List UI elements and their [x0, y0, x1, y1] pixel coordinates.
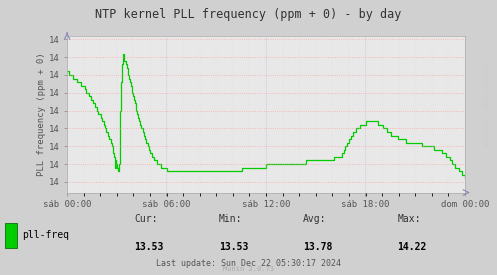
Text: Avg:: Avg:	[303, 214, 327, 224]
Y-axis label: PLL frequency (ppm + 0): PLL frequency (ppm + 0)	[37, 52, 46, 176]
Text: Cur:: Cur:	[134, 214, 158, 224]
Text: 14.22: 14.22	[398, 242, 427, 252]
Text: Min:: Min:	[219, 214, 242, 224]
Text: pll-freq: pll-freq	[22, 230, 70, 240]
Text: Munin 2.0.73: Munin 2.0.73	[223, 266, 274, 272]
Text: 13.78: 13.78	[303, 242, 332, 252]
Text: Max:: Max:	[398, 214, 421, 224]
Text: 13.53: 13.53	[134, 242, 164, 252]
Text: NTP kernel PLL frequency (ppm + 0) - by day: NTP kernel PLL frequency (ppm + 0) - by …	[95, 8, 402, 21]
Text: 13.53: 13.53	[219, 242, 248, 252]
Text: RRDTOOL / TOBI OETIKER: RRDTOOL / TOBI OETIKER	[485, 63, 490, 146]
Text: Last update: Sun Dec 22 05:30:17 2024: Last update: Sun Dec 22 05:30:17 2024	[156, 258, 341, 268]
